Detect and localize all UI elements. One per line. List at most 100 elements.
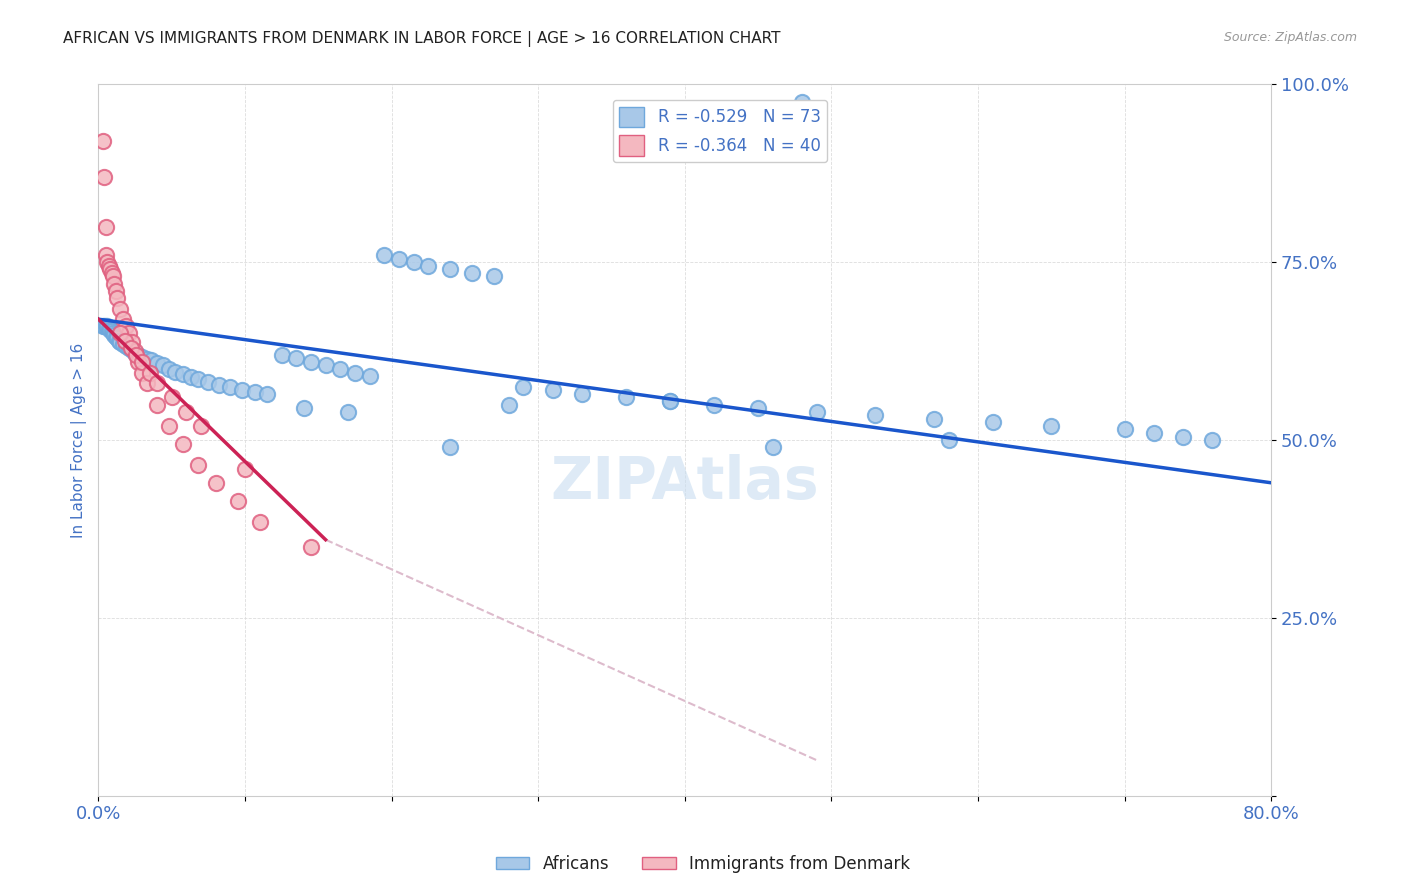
Point [101, 326, 124, 341]
Point [659, 394, 682, 409]
Point [139, 353, 162, 368]
Point [100, 266, 122, 280]
Point [418, 259, 440, 273]
Point [118, 326, 141, 341]
Legend: R = -0.529   N = 73, R = -0.364   N = 40: R = -0.529 N = 73, R = -0.364 N = 40 [613, 100, 827, 162]
Point [245, 384, 267, 399]
Point [187, 458, 209, 472]
Point [204, 475, 226, 490]
Point [101, 269, 124, 284]
Point [96, 319, 118, 334]
Point [96, 255, 118, 269]
Point [94, 248, 117, 262]
Point [187, 372, 209, 386]
Point [172, 367, 194, 381]
Point [226, 493, 249, 508]
Point [152, 359, 174, 373]
Point [1114, 422, 1136, 436]
Point [157, 362, 180, 376]
Point [571, 387, 593, 401]
Point [439, 262, 461, 277]
Legend: Africans, Immigrants from Denmark: Africans, Immigrants from Denmark [489, 848, 917, 880]
Point [747, 401, 769, 415]
Point [100, 324, 122, 338]
Point [110, 334, 132, 349]
Point [107, 331, 129, 345]
Point [138, 366, 160, 380]
Point [160, 391, 183, 405]
Point [115, 339, 138, 353]
Point [790, 95, 813, 110]
Point [114, 334, 136, 348]
Point [336, 404, 359, 418]
Point [131, 350, 153, 364]
Point [127, 355, 149, 369]
Point [176, 404, 198, 418]
Point [359, 369, 381, 384]
Point [482, 269, 505, 284]
Point [373, 248, 395, 262]
Y-axis label: In Labor Force | Age > 16: In Labor Force | Age > 16 [72, 343, 87, 538]
Point [981, 415, 1004, 429]
Point [299, 355, 322, 369]
Point [121, 334, 143, 349]
Point [439, 440, 461, 454]
Point [343, 366, 366, 380]
Point [93, 319, 115, 334]
Point [249, 515, 271, 529]
Point [110, 301, 132, 316]
Point [285, 351, 308, 366]
Point [104, 330, 127, 344]
Point [270, 348, 292, 362]
Point [115, 319, 138, 334]
Point [103, 277, 125, 291]
Point [256, 387, 278, 401]
Point [219, 380, 242, 394]
Point [1143, 425, 1166, 440]
Point [190, 418, 212, 433]
Point [131, 366, 153, 380]
Text: Source: ZipAtlas.com: Source: ZipAtlas.com [1223, 31, 1357, 45]
Point [97, 259, 120, 273]
Point [135, 351, 157, 366]
Text: AFRICAN VS IMMIGRANTS FROM DENMARK IN LABOR FORCE | AGE > 16 CORRELATION CHART: AFRICAN VS IMMIGRANTS FROM DENMARK IN LA… [63, 31, 780, 47]
Point [233, 461, 256, 475]
Point [94, 219, 117, 234]
Point [512, 380, 534, 394]
Point [118, 342, 141, 356]
Point [180, 369, 202, 384]
Point [1201, 433, 1223, 447]
Point [299, 540, 322, 554]
Point [402, 255, 425, 269]
Point [865, 408, 887, 422]
Point [94, 319, 117, 334]
Point [97, 320, 120, 334]
Point [938, 433, 960, 447]
Point [461, 266, 484, 280]
Point [127, 348, 149, 362]
Point [163, 365, 186, 379]
Point [135, 376, 157, 391]
Point [125, 348, 148, 362]
Point [104, 284, 127, 298]
Point [110, 326, 132, 341]
Point [703, 398, 725, 412]
Point [107, 291, 129, 305]
Text: ZIPAtlas: ZIPAtlas [550, 454, 820, 511]
Point [121, 343, 143, 358]
Point [112, 312, 135, 326]
Point [98, 323, 121, 337]
Point [231, 383, 253, 397]
Point [103, 327, 125, 342]
Point [1040, 418, 1063, 433]
Point [292, 401, 315, 415]
Point [922, 411, 945, 425]
Point [1171, 429, 1194, 443]
Point [108, 334, 131, 348]
Point [197, 376, 219, 390]
Point [131, 355, 153, 369]
Point [762, 440, 785, 454]
Point [124, 344, 146, 359]
Point [112, 337, 135, 351]
Point [146, 376, 169, 391]
